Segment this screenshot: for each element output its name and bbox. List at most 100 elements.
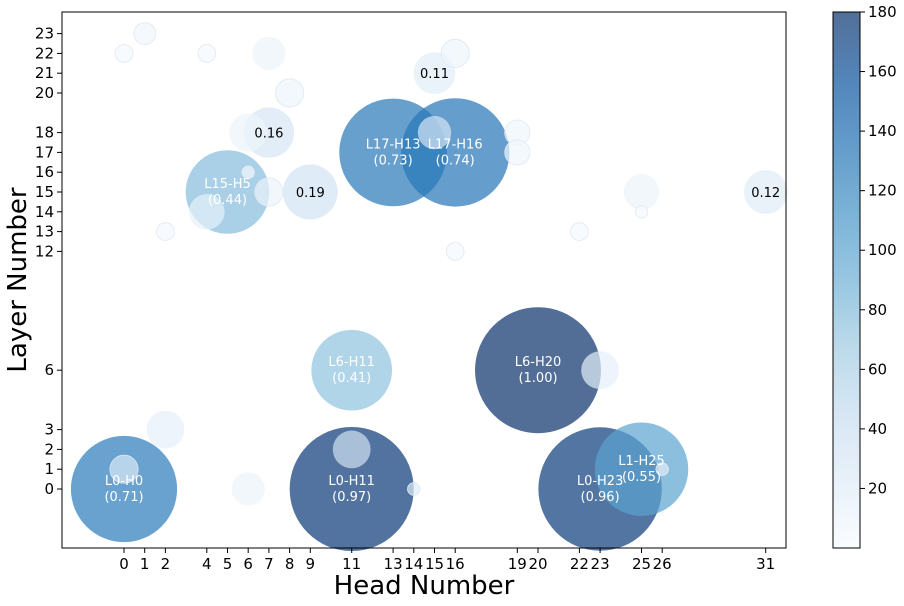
x-tick-label: 8	[285, 555, 295, 573]
colorbar-tick-label: 120	[868, 182, 897, 200]
colorbar-tick-label: 20	[868, 479, 887, 497]
bubble-score: (0.71)	[104, 490, 143, 505]
bubble-L0-H14	[407, 482, 421, 496]
bubble-score: (0.44)	[208, 193, 247, 208]
colorbar-gradient	[833, 12, 860, 548]
bubble-L18-H6	[229, 113, 268, 152]
bubble-L14-H4	[188, 193, 225, 230]
bubble-L18-H15	[417, 115, 452, 150]
y-tick-label: 15	[35, 183, 54, 201]
colorbar: 20 40 60 80 100 120 140 160 180	[832, 3, 897, 549]
bubble-L1-H26	[655, 462, 669, 476]
bubble-L22-H7	[252, 36, 286, 71]
x-tick-label: 2	[161, 555, 171, 573]
bubble-L20-H8	[275, 78, 305, 108]
y-tick-label: 21	[35, 64, 54, 82]
bubble-L22-H0	[114, 44, 134, 63]
bubble-label: L17-H13	[366, 137, 421, 152]
bubble-L6-H23	[581, 351, 619, 390]
bubble-L23-H1	[133, 22, 157, 45]
x-tick-label: 13	[384, 555, 403, 573]
colorbar-tick-label: 100	[868, 241, 897, 259]
y-tick-label: 13	[35, 223, 54, 241]
bubble-L0-H11	[289, 426, 414, 552]
x-axis-ticks: 0 1 2 4 5 6 7 8 9 11 13 14 15 16 19 20 22 23 25 26 31	[119, 548, 775, 573]
x-tick-label: 6	[243, 555, 253, 573]
x-tick-label: 16	[446, 555, 465, 573]
bubble-score: 0.16	[254, 127, 283, 142]
plot-frame	[61, 11, 787, 549]
y-tick-label: 1	[44, 460, 54, 478]
bubble-L1-H0	[109, 454, 139, 484]
bubble-score: (0.97)	[332, 490, 371, 505]
x-tick-label: 0	[119, 555, 129, 573]
bubble-L16-H6	[241, 165, 255, 179]
bubble-L12-H16	[445, 242, 465, 261]
y-axis-title: Layer Number	[3, 187, 33, 373]
bubble-label: L0-H11	[328, 474, 375, 489]
colorbar-tick-label: 80	[868, 301, 887, 319]
x-axis-title: Head Number	[334, 571, 515, 601]
bubble-label: L6-H11	[328, 355, 375, 370]
y-tick-label: 20	[35, 84, 54, 102]
bubble-score: (0.73)	[374, 153, 413, 168]
x-tick-label: 14	[404, 555, 423, 573]
bubble-score: 0.11	[420, 67, 449, 82]
y-tick-label: 18	[35, 124, 54, 142]
bubbles-layer: L0-H0(0.71) L0-H11(0.97) L0-H23(0.96) L6-H2…	[70, 22, 788, 552]
colorbar-ticks: 20 40 60 80 100 120 140 160 180	[860, 3, 897, 497]
bubble-score: (0.41)	[332, 371, 371, 386]
y-tick-label: 0	[44, 480, 54, 498]
bubble-L22-H16	[440, 38, 470, 68]
bubble-L6-H20	[475, 307, 601, 434]
bubble-label: L17-H16	[428, 137, 483, 152]
bubble-L1-H25	[594, 422, 689, 516]
bubble-score: 0.19	[296, 186, 325, 201]
bubble-L15-H9	[282, 164, 338, 220]
bubble-L15-H7	[254, 177, 284, 207]
bubble-L3-H2	[146, 410, 185, 449]
bubble-score: (0.55)	[622, 470, 661, 485]
y-tick-label: 16	[35, 163, 54, 181]
y-tick-label: 23	[35, 25, 54, 43]
bubble-L15-H25	[623, 174, 660, 210]
bubble-label: L15-H5	[204, 177, 251, 192]
bubble-score: (0.74)	[436, 153, 475, 168]
x-tick-label: 25	[632, 555, 651, 573]
y-tick-label: 12	[35, 242, 54, 260]
x-tick-label: 7	[264, 555, 274, 573]
bubble-L17-H19	[504, 139, 531, 166]
bubble-L0-H6	[231, 472, 265, 506]
bubble-label: L0-H23	[577, 474, 624, 489]
x-tick-label: 15	[425, 555, 444, 573]
bubble-L13-H22	[570, 222, 589, 241]
y-tick-label: 17	[35, 143, 54, 161]
colorbar-tick-label: 140	[868, 122, 897, 140]
x-tick-label: 26	[653, 555, 672, 573]
bubble-score: 0.12	[751, 186, 780, 201]
bubble-L0-H0	[70, 435, 178, 543]
bubble-label: L0-H0	[105, 474, 143, 489]
colorbar-frame	[832, 11, 861, 549]
x-tick-label: 19	[508, 555, 527, 573]
x-tick-label: 11	[342, 555, 361, 573]
x-tick-label: 23	[591, 555, 610, 573]
bubble-label: L6-H20	[515, 355, 562, 370]
y-tick-label: 22	[35, 44, 54, 62]
bubble-L22-H4	[197, 44, 217, 63]
x-tick-label: 9	[306, 555, 316, 573]
bubble-L13-H2	[156, 222, 175, 241]
colorbar-tick-label: 60	[868, 360, 887, 378]
bubble-L14-H25	[634, 205, 649, 219]
y-tick-label: 3	[44, 421, 54, 439]
x-tick-label: 31	[756, 555, 775, 573]
x-tick-label: 4	[202, 555, 212, 573]
colorbar-tick-label: 180	[868, 3, 897, 21]
x-tick-label: 1	[140, 555, 150, 573]
bubble-score: (1.00)	[518, 371, 557, 386]
bubble-label: L1-H25	[618, 454, 665, 469]
y-tick-label: 2	[44, 440, 54, 458]
x-tick-label: 5	[223, 555, 233, 573]
